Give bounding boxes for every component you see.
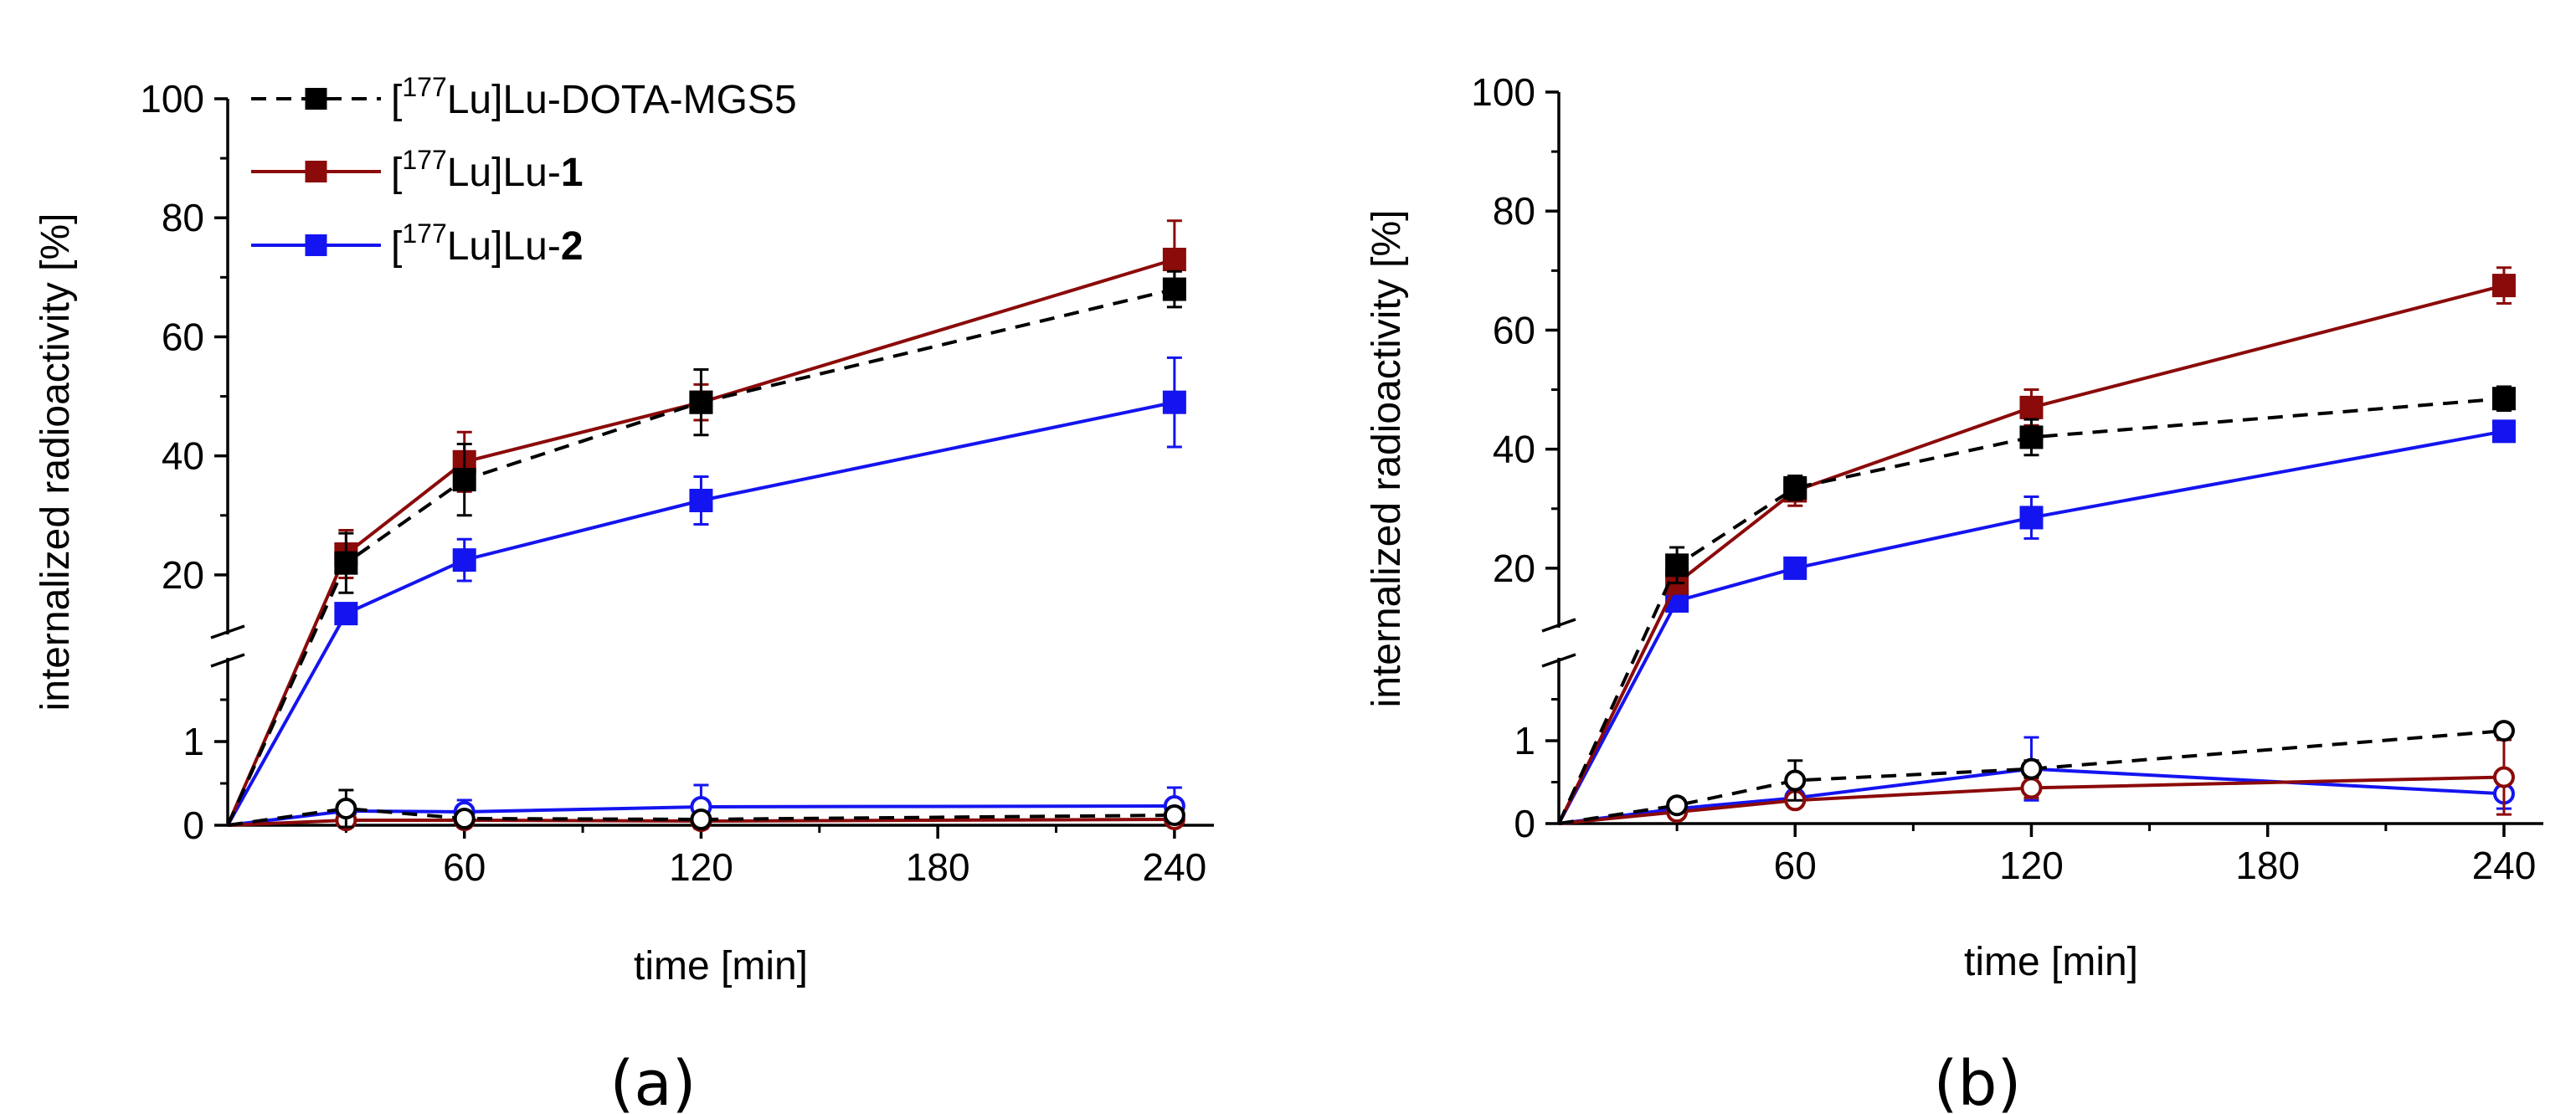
x-tick-label: 240 (1143, 845, 1207, 889)
x-tick-label: 60 (1774, 844, 1817, 887)
axis-break-mark (1541, 653, 1576, 668)
data-point-square (2019, 395, 2044, 419)
data-point-square (1783, 475, 1807, 500)
series-3 (1558, 720, 2515, 825)
series-2 (226, 356, 1186, 826)
y-tick-label: 1 (1514, 719, 1535, 762)
x-tick-label: 60 (443, 845, 486, 889)
y-axis-label: internalized radioactivity [%] (33, 213, 78, 711)
data-point-square (2491, 419, 2516, 444)
y-tick-label: 20 (162, 553, 204, 597)
chart-panel-b: (b) 20 40 60 80 100 0 1 60 120 180 240 time [min] in… (1365, 70, 2543, 1114)
y-axis-label: internalized radioactivity [%] (1365, 210, 1409, 708)
data-point-square (452, 468, 476, 492)
y-tick-label: 80 (1493, 189, 1535, 233)
data-point-open-circle (453, 808, 476, 829)
legend-label: [177Lu]Lu-2 (391, 218, 584, 269)
x-tick-label: 180 (906, 845, 970, 889)
x-axis-label: time [min] (634, 944, 808, 988)
data-point-open-circle (1784, 769, 1807, 792)
data-point-square (1162, 248, 1186, 271)
data-point-open-circle (2020, 757, 2043, 780)
data-point-square (334, 551, 358, 575)
legend-marker (305, 161, 327, 182)
legend-marker (305, 88, 327, 110)
data-point-square (334, 602, 358, 626)
panel-label: (a) (609, 1048, 696, 1114)
data-point-open-circle (1163, 804, 1185, 826)
data-point-square (2019, 425, 2044, 449)
y-tick-label: 20 (1493, 547, 1535, 590)
data-point-open-circle (690, 809, 712, 830)
data-point-open-circle (2020, 777, 2043, 799)
legend-label: [177Lu]Lu-DOTA-MGS5 (391, 72, 797, 122)
series-0 (1557, 385, 2516, 824)
x-tick-label: 240 (2472, 844, 2537, 887)
y-tick-label: 80 (162, 196, 204, 239)
data-point-square (2019, 506, 2044, 530)
data-point-square (1665, 553, 1689, 578)
axis-break-mark (210, 653, 245, 668)
y-tick-label: 40 (1493, 428, 1535, 471)
data-point-square (689, 390, 713, 414)
data-point-square (1783, 556, 1807, 580)
data-point-open-circle (335, 798, 357, 819)
y-tick-label: 60 (162, 315, 204, 358)
x-tick-label: 120 (1999, 844, 2064, 887)
x-tick-label: 180 (2235, 844, 2300, 887)
y-tick-label: 1 (183, 720, 204, 763)
series-line (1557, 397, 2505, 824)
panel-label: (b) (1934, 1048, 2022, 1114)
data-point-open-circle (1666, 794, 1689, 817)
y-tick-label: 100 (140, 77, 204, 121)
data-point-square (689, 489, 713, 512)
data-point-square (452, 548, 476, 572)
y-tick-label: 40 (162, 434, 204, 478)
y-tick-label: 60 (1493, 308, 1535, 352)
x-tick-label: 120 (669, 845, 733, 889)
legend-marker (305, 234, 327, 256)
x-axis-label: time [min] (1964, 940, 2138, 984)
series-0 (226, 270, 1186, 826)
axis-break-mark (210, 624, 245, 639)
data-point-square (1162, 390, 1186, 414)
data-point-square (2491, 387, 2516, 411)
y-tick-label: 100 (1471, 70, 1535, 114)
data-point-open-circle (2492, 766, 2515, 788)
chart-panel-a: (a) 20 40 60 80 100 0 1 60 120 180 240 time [min] in… (33, 72, 1214, 1114)
y-tick-label: 0 (183, 803, 204, 847)
data-point-open-circle (2492, 720, 2515, 742)
data-point-square (1162, 277, 1186, 301)
series-3 (227, 788, 1185, 830)
data-point-square (2491, 274, 2516, 298)
y-tick-label: 0 (1514, 802, 1535, 845)
axis-break-mark (1541, 618, 1576, 633)
legend-label: [177Lu]Lu-1 (391, 145, 584, 195)
legend: [177Lu]Lu-DOTA-MGS5 [177Lu]Lu-1 [177Lu]Lu-… (251, 72, 797, 269)
